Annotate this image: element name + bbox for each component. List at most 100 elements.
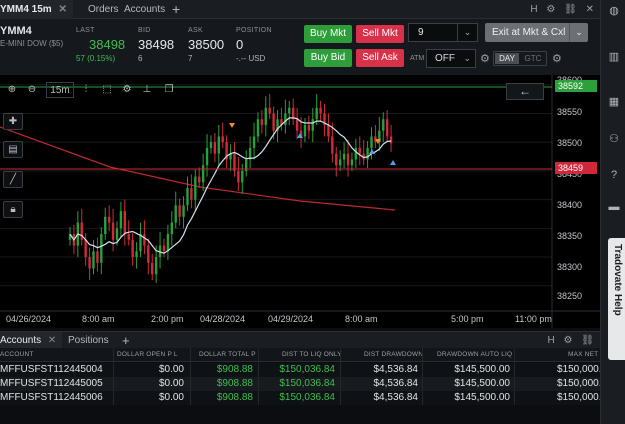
plus-icon[interactable]: +: [172, 1, 181, 17]
tab-positions[interactable]: Positions: [68, 332, 109, 349]
arrow-left-icon[interactable]: ←: [506, 83, 544, 100]
candle-body: [354, 147, 358, 160]
column-header[interactable]: DRAWDOWN AUTO LIQ: [437, 351, 513, 358]
candle-body: [229, 153, 232, 160]
tab-label: YMM4 15m: [0, 4, 52, 15]
plus-icon[interactable]: +: [122, 333, 130, 348]
table-row[interactable]: MFFUSFST112445005 $0.00 $908.88 $150,036…: [0, 377, 602, 391]
note-icon[interactable]: ▤: [3, 141, 23, 158]
candle-body: [385, 119, 389, 137]
candle-body: [280, 119, 283, 125]
interval-selector[interactable]: 15m: [46, 82, 74, 98]
candle-body: [264, 107, 267, 125]
card-icon[interactable]: ▬: [608, 201, 620, 213]
globe-icon[interactable]: ◍: [609, 5, 619, 17]
column-header[interactable]: MAX NET: [568, 351, 599, 358]
candle-body: [225, 142, 228, 160]
sell-marker: [229, 123, 235, 128]
column-divider: [340, 348, 341, 405]
column-header[interactable]: DIST TO LIQ ONLY: [282, 351, 342, 358]
ask-label: ASK: [188, 27, 203, 34]
column-header[interactable]: DOLLAR OPEN P L: [117, 351, 178, 358]
exit-label: Exit at Mkt & Cxl: [492, 27, 566, 38]
candle-body: [284, 113, 287, 125]
buy-mkt-button[interactable]: Buy Mkt: [304, 25, 352, 43]
atm-select[interactable]: OFF ⌄: [426, 49, 476, 68]
help-panel-tab[interactable]: [608, 238, 625, 360]
buy-bid-button[interactable]: Buy Bid: [304, 49, 352, 67]
bar-type-icon[interactable]: ⫶: [84, 84, 88, 95]
candle-body: [166, 234, 170, 252]
drawdown-auto-liq: $145,500.00: [454, 378, 510, 389]
gear-icon[interactable]: ⚙: [563, 335, 573, 346]
tab-orders[interactable]: Orders: [88, 0, 119, 19]
candle-body: [252, 136, 256, 148]
drawing-cursor-icon[interactable]: ✚: [3, 113, 23, 130]
question-icon[interactable]: ?: [610, 169, 618, 181]
tif-day[interactable]: DAY: [495, 53, 519, 64]
candle-body: [295, 119, 299, 131]
gear-icon[interactable]: ⚙: [546, 4, 556, 15]
crosshair-icon[interactable]: ⬚: [102, 84, 112, 95]
link-icon[interactable]: ⛓: [581, 335, 594, 346]
tab-accounts[interactable]: Accounts ✕: [0, 332, 63, 349]
gear-icon[interactable]: ⚙: [552, 53, 562, 65]
column-header[interactable]: DOLLAR TOTAL P: [199, 351, 256, 358]
x-tick: 04/28/2024: [200, 314, 246, 324]
column-header[interactable]: ACCOUNT: [0, 351, 34, 358]
max-net: $150,000.: [557, 364, 602, 375]
candle-body: [123, 211, 127, 235]
help-icon[interactable]: H: [547, 335, 555, 346]
tab-accounts[interactable]: Accounts: [124, 0, 165, 19]
line-tool-icon[interactable]: ╱: [3, 171, 23, 188]
quantity-input[interactable]: 9 ⌄: [408, 23, 478, 42]
book-icon[interactable]: ▦: [608, 96, 620, 108]
chart-icon[interactable]: ▥: [608, 51, 620, 63]
table-row[interactable]: MFFUSFST112445004 $0.00 $908.88 $150,036…: [0, 363, 602, 377]
users-icon[interactable]: ⚇: [609, 133, 619, 145]
atm-value: OFF: [435, 53, 455, 64]
link-icon[interactable]: ⛓: [564, 4, 577, 15]
dist-to-liq: $150,036.84: [279, 364, 335, 375]
tif-toggle[interactable]: DAY GTC: [493, 51, 547, 66]
candle-body: [127, 234, 130, 240]
exit-at-mkt-button[interactable]: Exit at Mkt & Cxl ⌄: [485, 23, 588, 42]
column-divider: [258, 348, 259, 405]
sell-mkt-button[interactable]: Sell Mkt: [356, 25, 404, 43]
sell-ask-button[interactable]: Sell Ask: [356, 49, 404, 67]
candle-body: [268, 107, 271, 114]
template-icon[interactable]: ❐: [164, 84, 174, 95]
chevron-down-icon: ⌄: [463, 53, 471, 63]
chevron-down-icon[interactable]: ⌄: [569, 23, 588, 42]
price-chart[interactable]: ⊕ ⊖ 15m ⫶ ⬚ ⚙ ⊥ ❐ ✚ ▤ ╱ 🔒︎ ← 38600 38550…: [0, 75, 600, 328]
candle-body: [182, 205, 185, 217]
open-pl: $0.00: [158, 378, 184, 389]
candle-body: [209, 142, 213, 148]
tif-gtc[interactable]: GTC: [524, 54, 542, 63]
gear-icon[interactable]: ⚙: [122, 84, 132, 95]
candle-body: [221, 136, 224, 143]
column-divider: [514, 348, 515, 405]
lock-icon[interactable]: 🔒︎: [3, 201, 23, 218]
table-row[interactable]: MFFUSFST112445006 $0.00 $908.88 $150,036…: [0, 391, 602, 405]
close-icon[interactable]: ✕: [585, 4, 594, 15]
symbol-name[interactable]: YMM4: [0, 25, 32, 37]
gear-icon[interactable]: ⚙: [480, 53, 490, 65]
module-tabstrip: YMM4 15m ✕ Orders Accounts + H ⚙ ⛓ ✕: [0, 0, 600, 19]
zoom-in-icon[interactable]: ⊕: [7, 84, 17, 95]
help-tab-label[interactable]: Tradovate Help: [612, 244, 623, 316]
dist-drawdown: $4,536.84: [373, 364, 419, 375]
close-icon[interactable]: ✕: [58, 4, 67, 15]
window-icons: H ⚙ ⛓ ✕: [524, 0, 594, 19]
column-header[interactable]: DIST DRAWDOWN: [364, 351, 424, 358]
chart-canvas[interactable]: [0, 75, 600, 328]
help-icon[interactable]: H: [530, 4, 538, 15]
chevron-down-icon[interactable]: ⌄: [457, 24, 477, 41]
zoom-out-icon[interactable]: ⊖: [27, 84, 37, 95]
x-tick: 5:00 pm: [451, 314, 484, 324]
close-icon[interactable]: ✕: [47, 335, 57, 346]
tab-chart-ymm4[interactable]: YMM4 15m ✕: [0, 0, 73, 19]
indicator-icon[interactable]: ⊥: [142, 84, 152, 95]
column-divider: [113, 348, 114, 405]
candle-body: [311, 119, 314, 131]
